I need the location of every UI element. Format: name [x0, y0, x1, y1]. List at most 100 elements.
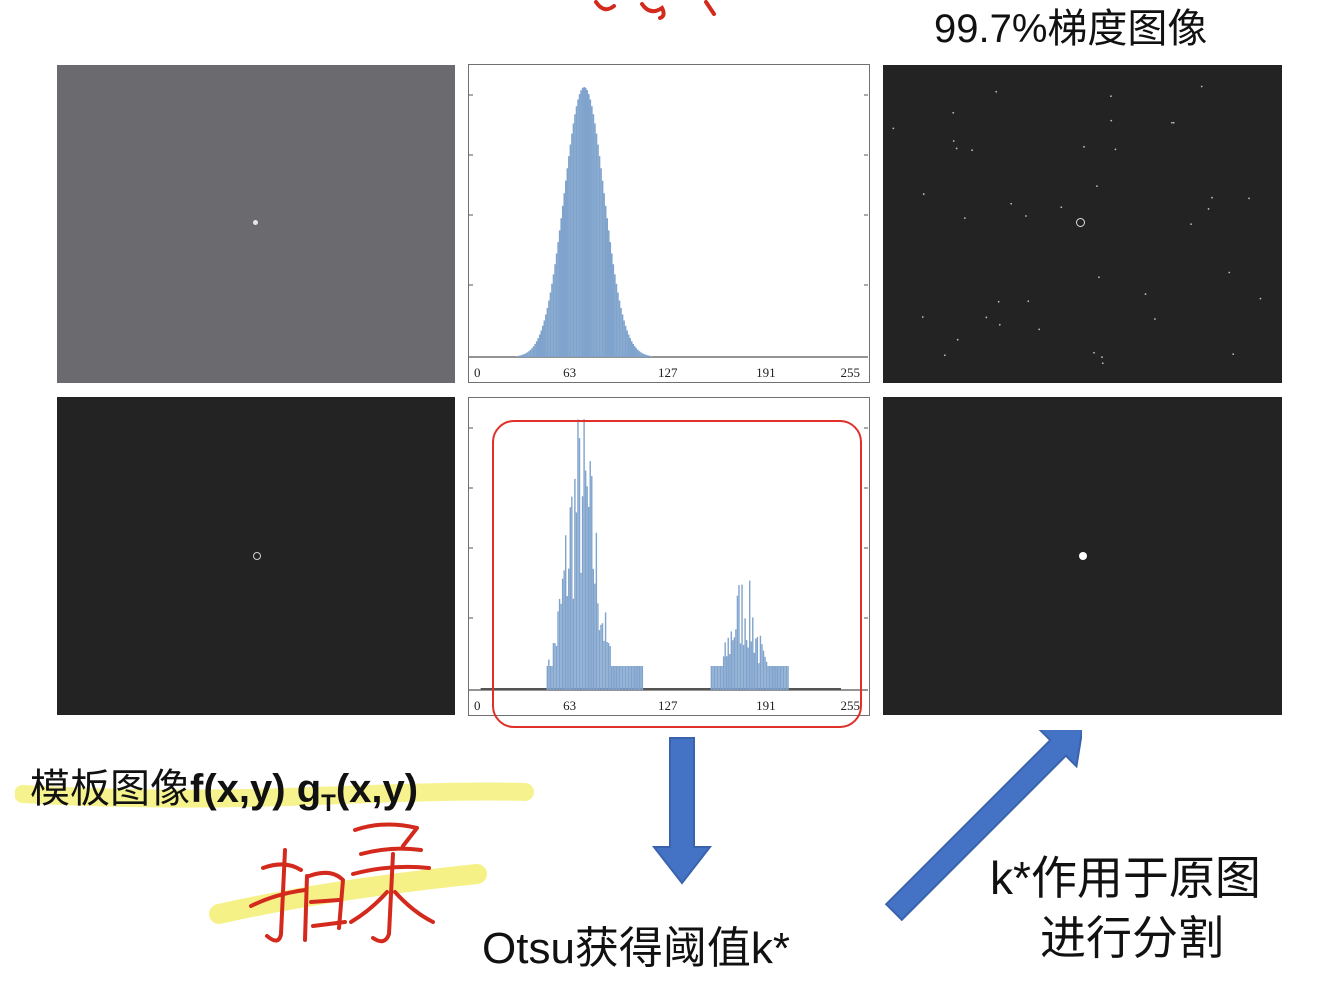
otsu-threshold-label: Otsu获得阈值k*: [482, 924, 791, 973]
hist2-bar: [623, 666, 625, 690]
hist2-bar: [741, 584, 743, 690]
hist2-bar: [607, 642, 610, 690]
hist2-bar: [775, 666, 777, 690]
hist2-bar: [569, 507, 571, 690]
hist1-bar: [595, 133, 598, 357]
hist1-bar: [606, 218, 608, 357]
hist2-bar: [785, 666, 788, 690]
hist2-bar: [739, 643, 742, 690]
hist1-bar: [535, 341, 538, 357]
hist2-bar: [641, 666, 644, 690]
hist1-bar: [591, 106, 593, 357]
diagonal-arrow: [884, 730, 1082, 922]
hist2-tick-label: 63: [563, 698, 576, 713]
gradient-image: [883, 65, 1282, 383]
hist1-bar: [623, 320, 625, 357]
hist1-bar: [529, 349, 532, 357]
hist2-bar: [546, 666, 548, 690]
hist1-bar: [542, 325, 544, 357]
noise-speckle: [1172, 121, 1175, 124]
hist1-bar: [566, 168, 569, 357]
hist2-bar: [744, 618, 746, 690]
hist1-bar: [641, 353, 644, 357]
hist2-bar: [578, 438, 581, 690]
hist2-bar: [606, 642, 608, 690]
hist1-bar: [615, 283, 618, 357]
hist2-tick-label: 191: [756, 698, 776, 713]
hist2-bar: [568, 568, 570, 690]
segmented-spot: [1079, 552, 1087, 560]
hist1-bar: [537, 338, 539, 357]
hist2-bar: [735, 629, 737, 690]
hist2-bar: [755, 638, 757, 690]
hist2-bar: [632, 666, 634, 690]
hist2-bar: [778, 666, 780, 690]
hist2-bar: [614, 666, 616, 690]
hist1-bar: [603, 193, 605, 357]
hist1-bar: [627, 334, 630, 357]
apply-line-1: k*作用于原图: [990, 852, 1261, 904]
hist1-bar: [586, 90, 589, 357]
hist2-bar: [637, 666, 639, 690]
hist1-bar: [565, 180, 567, 357]
hist2-bar: [597, 603, 599, 690]
gradient-noise: [892, 85, 1262, 365]
hist2-bar: [598, 630, 601, 690]
hist2-bar: [729, 654, 731, 690]
hist1-bar: [528, 351, 530, 357]
hist2-bar: [635, 666, 637, 690]
hist1-bar: [638, 351, 641, 357]
hist1-bar: [620, 307, 622, 357]
hist2-bar: [756, 636, 759, 690]
hist2-bar: [762, 650, 765, 690]
hist2-bar: [713, 666, 716, 690]
hist2-bar: [548, 659, 550, 690]
hist1-bar: [630, 341, 633, 357]
hist1-bar: [609, 242, 612, 357]
gradient-ring: [1076, 218, 1085, 227]
hist2-bar: [738, 585, 740, 690]
hist1-bar: [618, 300, 621, 357]
noise-speckle: [1154, 318, 1156, 320]
noise-speckle: [943, 354, 946, 357]
hist1-bar: [552, 274, 555, 357]
hist2-bar: [733, 637, 736, 690]
hist2-bar: [745, 640, 748, 690]
hist2-bar: [765, 661, 768, 690]
hist2-bar: [726, 656, 728, 690]
hist2-bar: [772, 666, 774, 690]
hist1-tick-label: 127: [658, 365, 678, 380]
noise-speckle: [1093, 351, 1095, 354]
hist2-bar: [609, 646, 611, 690]
hist2-bar: [758, 663, 760, 690]
noise-speckle: [955, 147, 958, 150]
hist2-bar: [566, 596, 568, 690]
hist2-bar: [594, 583, 596, 690]
hist2-bar: [767, 666, 769, 690]
hist2-bar: [551, 666, 553, 690]
hist1-bar: [517, 355, 520, 357]
noise-speckle: [921, 316, 924, 318]
hist2-bar: [764, 656, 766, 690]
hist1-bar: [546, 307, 549, 357]
hist2-bar: [552, 642, 555, 690]
hist2-bar: [627, 666, 630, 690]
noise-speckle: [1248, 197, 1250, 200]
down-arrow: [651, 737, 713, 885]
hist1-bar: [540, 330, 543, 357]
noise-speckle: [1232, 353, 1235, 356]
hist2-bar: [787, 666, 789, 690]
hist2-bar: [554, 643, 556, 690]
hist2-bar: [747, 647, 749, 690]
hist2-bar: [555, 646, 558, 690]
noise-speckle: [997, 300, 1000, 303]
hist2-bar: [732, 640, 734, 690]
hist2-bar: [621, 666, 624, 690]
hist1-bar: [531, 348, 533, 357]
hist2-bar: [601, 623, 604, 690]
hist2-bar: [618, 666, 621, 690]
hist2-bar: [722, 656, 725, 690]
hist2-bar: [768, 666, 771, 690]
hist2-bar: [750, 641, 752, 690]
hist2-bar: [718, 666, 720, 690]
